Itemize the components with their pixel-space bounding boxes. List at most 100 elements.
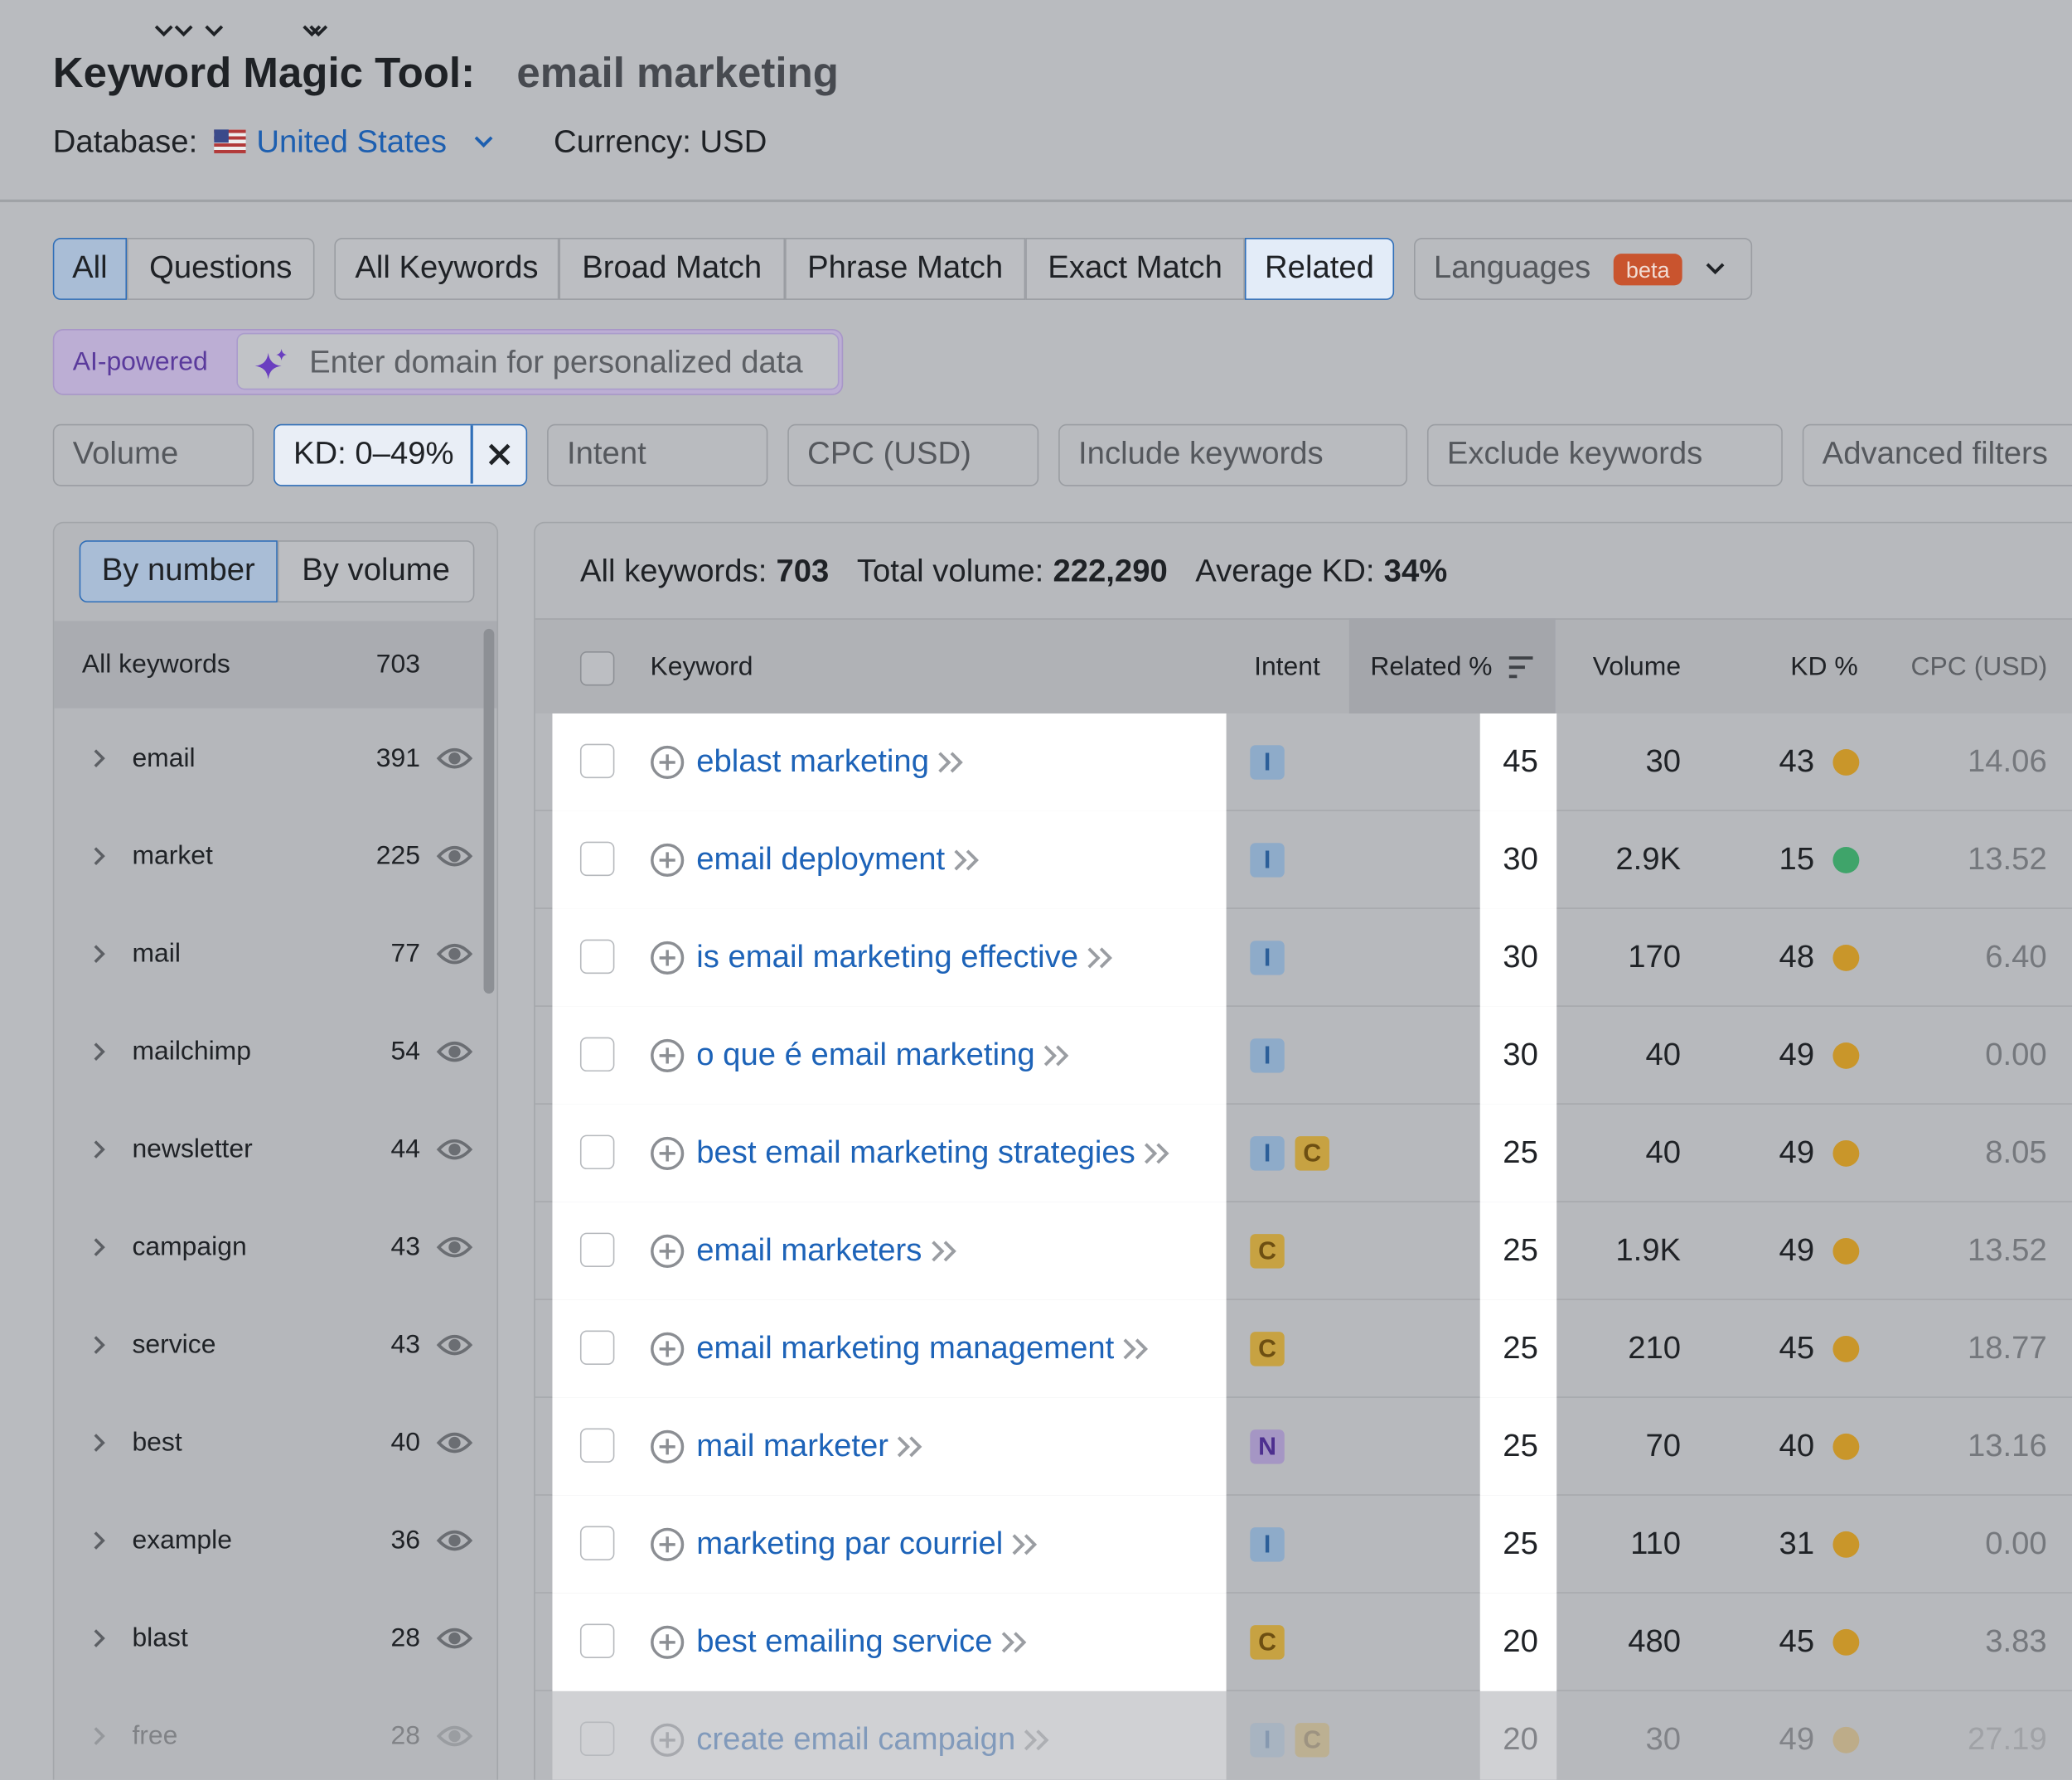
chevron-down xyxy=(309,25,328,37)
cpc-value: 27.19 xyxy=(1967,1721,2047,1758)
match-tab[interactable]: All Keywords xyxy=(334,237,559,300)
eye-icon xyxy=(436,747,473,769)
row-checkbox[interactable] xyxy=(579,743,615,779)
keyword-link[interactable]: o que é email marketing xyxy=(696,1037,1035,1073)
expand-icon xyxy=(94,1238,105,1256)
keyword-link[interactable]: create email campaign xyxy=(696,1721,1016,1758)
group-row[interactable]: mail 77 xyxy=(54,914,477,994)
volume-value: 110 xyxy=(1630,1526,1682,1562)
toggle-label: By volume xyxy=(302,552,450,588)
group-name: best xyxy=(132,1428,182,1458)
related-value: 30 xyxy=(1503,841,1538,878)
languages-dropdown[interactable]: Languages beta xyxy=(1414,237,1753,300)
match-tab[interactable]: Broad Match xyxy=(559,237,786,300)
table-row: best emailing service C 20 480 45 3.83 xyxy=(535,1593,2072,1691)
match-tab[interactable]: Exact Match xyxy=(1025,237,1245,300)
group-row[interactable]: blast 28 xyxy=(54,1599,477,1678)
match-tab[interactable]: Related xyxy=(1244,237,1395,300)
group-row[interactable]: market 225 xyxy=(54,816,477,896)
summary-value: 34% xyxy=(1383,554,1448,590)
row-checkbox[interactable] xyxy=(579,1232,615,1268)
expand-icon xyxy=(94,1727,105,1745)
kd-value: 45 xyxy=(1779,1330,1815,1366)
eye-icon xyxy=(436,1432,473,1454)
filter[interactable]: Exclude keywords xyxy=(1426,423,1783,486)
sort-icon xyxy=(1508,656,1533,679)
related-cell-bg xyxy=(1479,1397,1557,1496)
group-row[interactable]: service 43 xyxy=(54,1305,477,1385)
intent-letter: C xyxy=(1258,1335,1276,1363)
keyword-link[interactable]: email marketing management xyxy=(696,1330,1115,1366)
intent-letter: C xyxy=(1258,1628,1276,1657)
row-checkbox[interactable] xyxy=(579,1526,615,1560)
intent-badge: I xyxy=(1250,1723,1285,1758)
row-checkbox[interactable] xyxy=(579,1721,615,1756)
row-checkbox[interactable] xyxy=(579,1134,615,1170)
group-name: free xyxy=(132,1721,178,1751)
volume-value: 1.9K xyxy=(1615,1232,1682,1269)
kd-indicator xyxy=(1832,1042,1860,1069)
domain-input[interactable]: Enter domain for personalized data xyxy=(236,332,840,390)
filter[interactable]: KD: 0–49% xyxy=(274,423,528,486)
group-name: example xyxy=(132,1526,232,1555)
add-icon xyxy=(651,1723,685,1757)
add-icon xyxy=(651,1234,685,1268)
row-checkbox[interactable] xyxy=(579,939,615,975)
intent-letter: I xyxy=(1263,1139,1271,1168)
related-value: 25 xyxy=(1503,1526,1538,1562)
table-row: marketing par courriel I 25 110 31 0.00 xyxy=(535,1495,2072,1594)
sort-toggle[interactable]: By number xyxy=(79,540,278,603)
eye-icon xyxy=(436,1236,473,1258)
clear-icon xyxy=(488,443,511,466)
filter[interactable]: Include keywords xyxy=(1058,423,1408,486)
summary-value: 222,290 xyxy=(1053,554,1168,590)
sort-toggle[interactable]: By volume xyxy=(277,540,475,603)
type-tab[interactable]: All xyxy=(52,237,128,300)
group-row[interactable]: example 36 xyxy=(54,1501,477,1580)
keyword-cell: eblast marketing xyxy=(649,738,966,788)
row-checkbox[interactable] xyxy=(579,1330,615,1366)
row-checkbox[interactable] xyxy=(579,841,615,877)
filter[interactable]: Intent xyxy=(547,423,768,486)
intent-letter: I xyxy=(1263,1531,1271,1559)
keyword-link[interactable]: mail marketer xyxy=(696,1428,889,1464)
expand-icon xyxy=(94,847,105,865)
match-tab[interactable]: Phrase Match xyxy=(785,237,1026,300)
open-serp-icon xyxy=(1145,1143,1169,1164)
kd-indicator xyxy=(1832,847,1860,873)
database-label: Database: xyxy=(52,123,198,160)
group-row[interactable]: mailchimp 54 xyxy=(54,1012,477,1091)
group-row[interactable]: best 40 xyxy=(54,1403,477,1483)
row-checkbox[interactable] xyxy=(579,1623,615,1658)
filter[interactable]: Advanced filters xyxy=(1802,423,2072,486)
row-checkbox[interactable] xyxy=(579,1428,615,1463)
keyword-link[interactable]: email marketers xyxy=(696,1232,922,1269)
group-row[interactable]: newsletter 44 xyxy=(54,1110,477,1189)
related-value: 25 xyxy=(1503,1134,1538,1171)
intent-badge: I xyxy=(1250,1038,1285,1073)
keyword-link[interactable]: email deployment xyxy=(696,841,946,878)
all-keywords-label: All keywords xyxy=(81,650,230,680)
group-row[interactable]: campaign 43 xyxy=(54,1207,477,1287)
intent-badge: C xyxy=(1295,1136,1329,1171)
group-row[interactable]: email 391 xyxy=(54,718,477,798)
filter[interactable]: Volume xyxy=(52,423,254,486)
table-row: email marketing management C 25 210 45 18.77 xyxy=(535,1299,2072,1398)
row-checkbox[interactable] xyxy=(579,1037,615,1072)
summary-label: All keywords: xyxy=(579,554,767,590)
group-row[interactable]: free 28 xyxy=(54,1696,477,1776)
keyword-link[interactable]: is email marketing effective xyxy=(696,939,1079,975)
table-row: create email campaign I C 20 30 49 27.19 xyxy=(535,1691,2072,1780)
keyword-link[interactable]: marketing par courriel xyxy=(696,1526,1004,1562)
eye-icon xyxy=(436,845,473,867)
kd-value: 40 xyxy=(1779,1428,1815,1464)
keyword-link[interactable]: best emailing service xyxy=(696,1623,993,1660)
kd-indicator xyxy=(1832,1335,1860,1362)
volume-value: 2.9K xyxy=(1615,841,1682,878)
filter[interactable]: CPC (USD) xyxy=(787,423,1039,486)
keyword-link[interactable]: eblast marketing xyxy=(696,743,930,780)
keyword-link[interactable]: best email marketing strategies xyxy=(696,1134,1135,1171)
select-all-checkbox[interactable] xyxy=(579,651,615,686)
type-tab[interactable]: Questions xyxy=(127,237,315,300)
related-cell-bg xyxy=(1479,713,1557,811)
